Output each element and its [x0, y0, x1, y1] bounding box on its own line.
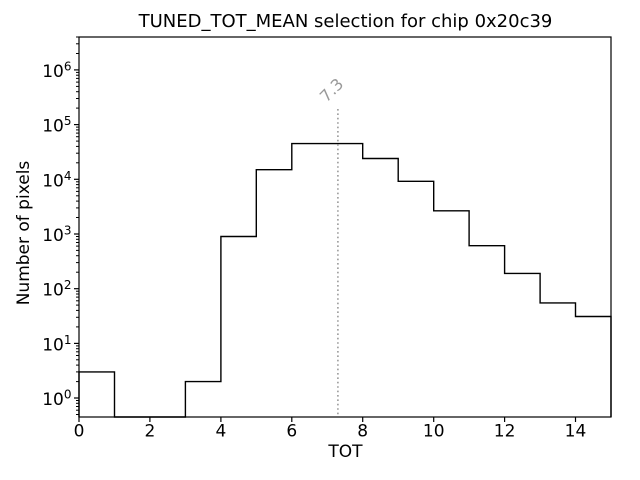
- y-axis-label: Number of pixels: [14, 160, 34, 306]
- x-tick-label: 0: [74, 422, 85, 442]
- x-tick-label: 10: [423, 422, 445, 442]
- y-tick-label: 103: [42, 224, 71, 247]
- y-tick-label: 102: [42, 278, 71, 301]
- x-tick-label: 2: [144, 422, 155, 442]
- y-tick-label: 105: [42, 114, 71, 137]
- x-tick-label: 12: [494, 422, 516, 442]
- x-tick-label: 4: [215, 422, 226, 442]
- x-tick-label: 14: [565, 422, 587, 442]
- x-tick-label: 6: [286, 422, 297, 442]
- y-tick-label: 101: [42, 333, 71, 356]
- axes-frame: [78, 36, 612, 418]
- x-tick-label: 8: [357, 422, 368, 442]
- histogram-step-line: [78, 142, 612, 418]
- x-axis-label: TOT: [328, 442, 363, 462]
- y-tick-label: 100: [42, 388, 71, 411]
- y-tick-label: 104: [42, 169, 71, 192]
- y-tick-label: 106: [42, 59, 71, 82]
- threshold-label: 7.3: [316, 74, 347, 105]
- chart-title: TUNED_TOT_MEAN selection for chip 0x20c3…: [138, 11, 553, 32]
